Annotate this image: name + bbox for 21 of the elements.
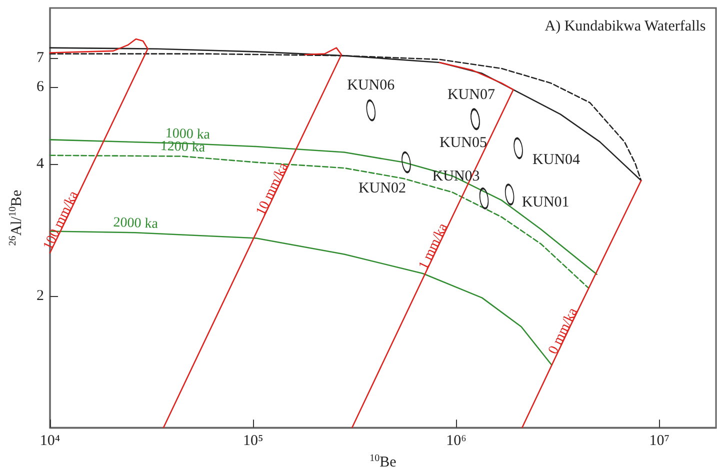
x-tick-label: 10⁴ xyxy=(40,433,60,450)
text: A) Kundabikwa Waterfalls xyxy=(544,18,706,34)
series-label: KUN06 xyxy=(347,77,396,94)
x-tick-label: 10⁵ xyxy=(243,433,264,450)
y-tick-label: 6 xyxy=(36,79,44,96)
series-label: KUN07 xyxy=(447,87,496,104)
text: 10 mm/ka xyxy=(254,160,292,218)
series-label: KUN04 xyxy=(532,152,581,168)
y-tick-label: 7 xyxy=(36,50,44,66)
y-tick-label: 2 xyxy=(36,288,44,304)
series-label: KUN02 xyxy=(358,180,406,196)
x-tick-label: 10⁷ xyxy=(649,433,670,450)
series-label: KUN01 xyxy=(522,194,570,211)
series-label: 2000 ka xyxy=(113,215,159,232)
y-axis-title: 26Al/10Be xyxy=(8,190,25,246)
series-label: KUN05 xyxy=(439,135,487,152)
text: 1 mm/ka xyxy=(416,220,452,272)
text: 0 mm/ka xyxy=(546,305,582,357)
y-tick-label: 4 xyxy=(36,156,44,172)
x-tick-label: 10⁶ xyxy=(446,433,466,450)
text: 100 mm/ka xyxy=(40,188,82,253)
